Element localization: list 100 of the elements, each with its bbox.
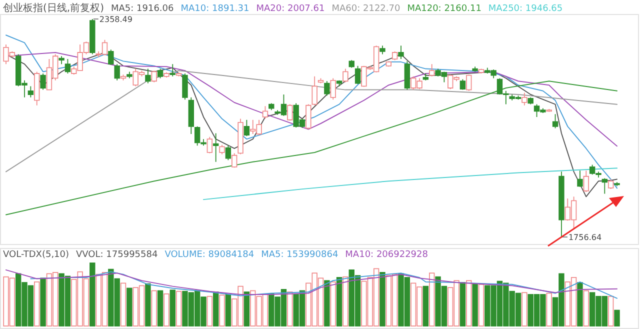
candlestick: [244, 119, 250, 137]
candlestick: [380, 45, 386, 55]
candlestick: [404, 60, 410, 90]
bar: [429, 272, 435, 326]
bar: [157, 290, 164, 326]
candlestick: [212, 132, 219, 162]
candlestick: [614, 182, 620, 187]
annotation: 2358.49: [99, 15, 132, 24]
text: VOLUME: 89084184: [164, 250, 254, 260]
bar: [164, 293, 170, 326]
candlestick: [232, 152, 238, 168]
annotation: 1756.64: [568, 233, 602, 242]
bar: [380, 272, 386, 326]
candlestick: [262, 106, 268, 120]
bar: [206, 296, 213, 326]
bar: [287, 292, 293, 326]
candlestick: [28, 86, 34, 98]
candlestick: [126, 71, 132, 79]
bar: [244, 292, 250, 326]
candlestick: [429, 64, 435, 77]
candlestick: [577, 170, 583, 188]
candlestick: [478, 68, 484, 74]
bar: [90, 262, 96, 326]
candlestick: [392, 50, 398, 61]
candlestick: [522, 92, 528, 106]
text: MA5: 153990864: [261, 250, 338, 260]
candlestick: [40, 73, 46, 90]
candlestick: [312, 76, 318, 106]
candlestick: [460, 78, 466, 90]
candlestick: [182, 73, 188, 100]
bar: [546, 292, 552, 326]
candlestick: [114, 64, 120, 81]
candlestick: [145, 68, 151, 84]
bar: [583, 290, 589, 326]
candlestick: [336, 80, 342, 87]
bar: [151, 290, 157, 326]
candlestick: [157, 68, 164, 79]
candlestick: [583, 170, 589, 192]
bar: [120, 282, 126, 326]
text: MA10: 206922928: [345, 250, 428, 260]
bar: [330, 281, 336, 326]
text: MA20: 2007.61: [256, 4, 325, 14]
candlestick: [466, 74, 472, 92]
text: MA60: 2122.70: [332, 4, 400, 14]
candlestick: [552, 114, 558, 129]
candlestick: [398, 45, 404, 60]
chart-title: 创业板指(日线,前复权): [3, 2, 104, 14]
bar: [614, 310, 620, 326]
bar: [170, 290, 176, 326]
chart-title: VOL-TDX(5,10): [3, 250, 70, 260]
bar: [466, 280, 472, 326]
candlestick: [164, 72, 170, 78]
text: MA10: 1891.31: [180, 4, 250, 14]
candlestick: [90, 18, 96, 55]
bar: [212, 292, 219, 326]
candlestick: [472, 66, 478, 72]
candlestick: [422, 73, 429, 81]
candlestick: [219, 144, 225, 155]
candlestick: [64, 58, 71, 74]
bar: [522, 292, 528, 326]
candlestick: [225, 145, 232, 161]
candlestick: [608, 178, 614, 190]
candlestick: [324, 80, 330, 96]
candlestick: [238, 118, 244, 155]
bar: [422, 286, 429, 326]
bar: [577, 282, 583, 326]
candlestick: [348, 60, 354, 68]
candlestick: [318, 78, 324, 84]
candlestick: [120, 74, 126, 81]
bar: [608, 296, 614, 326]
bar: [324, 280, 330, 326]
text: VVOL: 175995584: [76, 250, 158, 260]
bar: [126, 288, 132, 326]
bar: [40, 278, 46, 326]
candlestick: [342, 68, 348, 83]
candlestick: [386, 60, 392, 68]
bar: [176, 290, 182, 326]
candlestick: [206, 136, 213, 154]
candlestick: [151, 70, 157, 83]
candlestick: [58, 56, 64, 65]
candlestick: [188, 96, 194, 134]
candlestick: [170, 64, 176, 77]
candlestick: [558, 171, 564, 238]
candlestick: [268, 102, 274, 111]
candlestick: [330, 78, 336, 100]
candlestick: [176, 72, 182, 77]
candlestick: [287, 104, 293, 122]
bar: [342, 276, 348, 326]
candlestick: [528, 96, 534, 105]
candlestick: [306, 104, 312, 130]
bar: [478, 284, 484, 326]
bar: [460, 282, 466, 326]
bar: [34, 281, 40, 326]
candlestick: [602, 178, 608, 194]
bar: [145, 283, 151, 326]
text: MA120: 2160.11: [407, 4, 482, 14]
text: MA250: 1946.65: [488, 4, 563, 14]
candlestick: [546, 108, 552, 112]
candlestick: [108, 49, 114, 66]
bar: [472, 283, 478, 326]
